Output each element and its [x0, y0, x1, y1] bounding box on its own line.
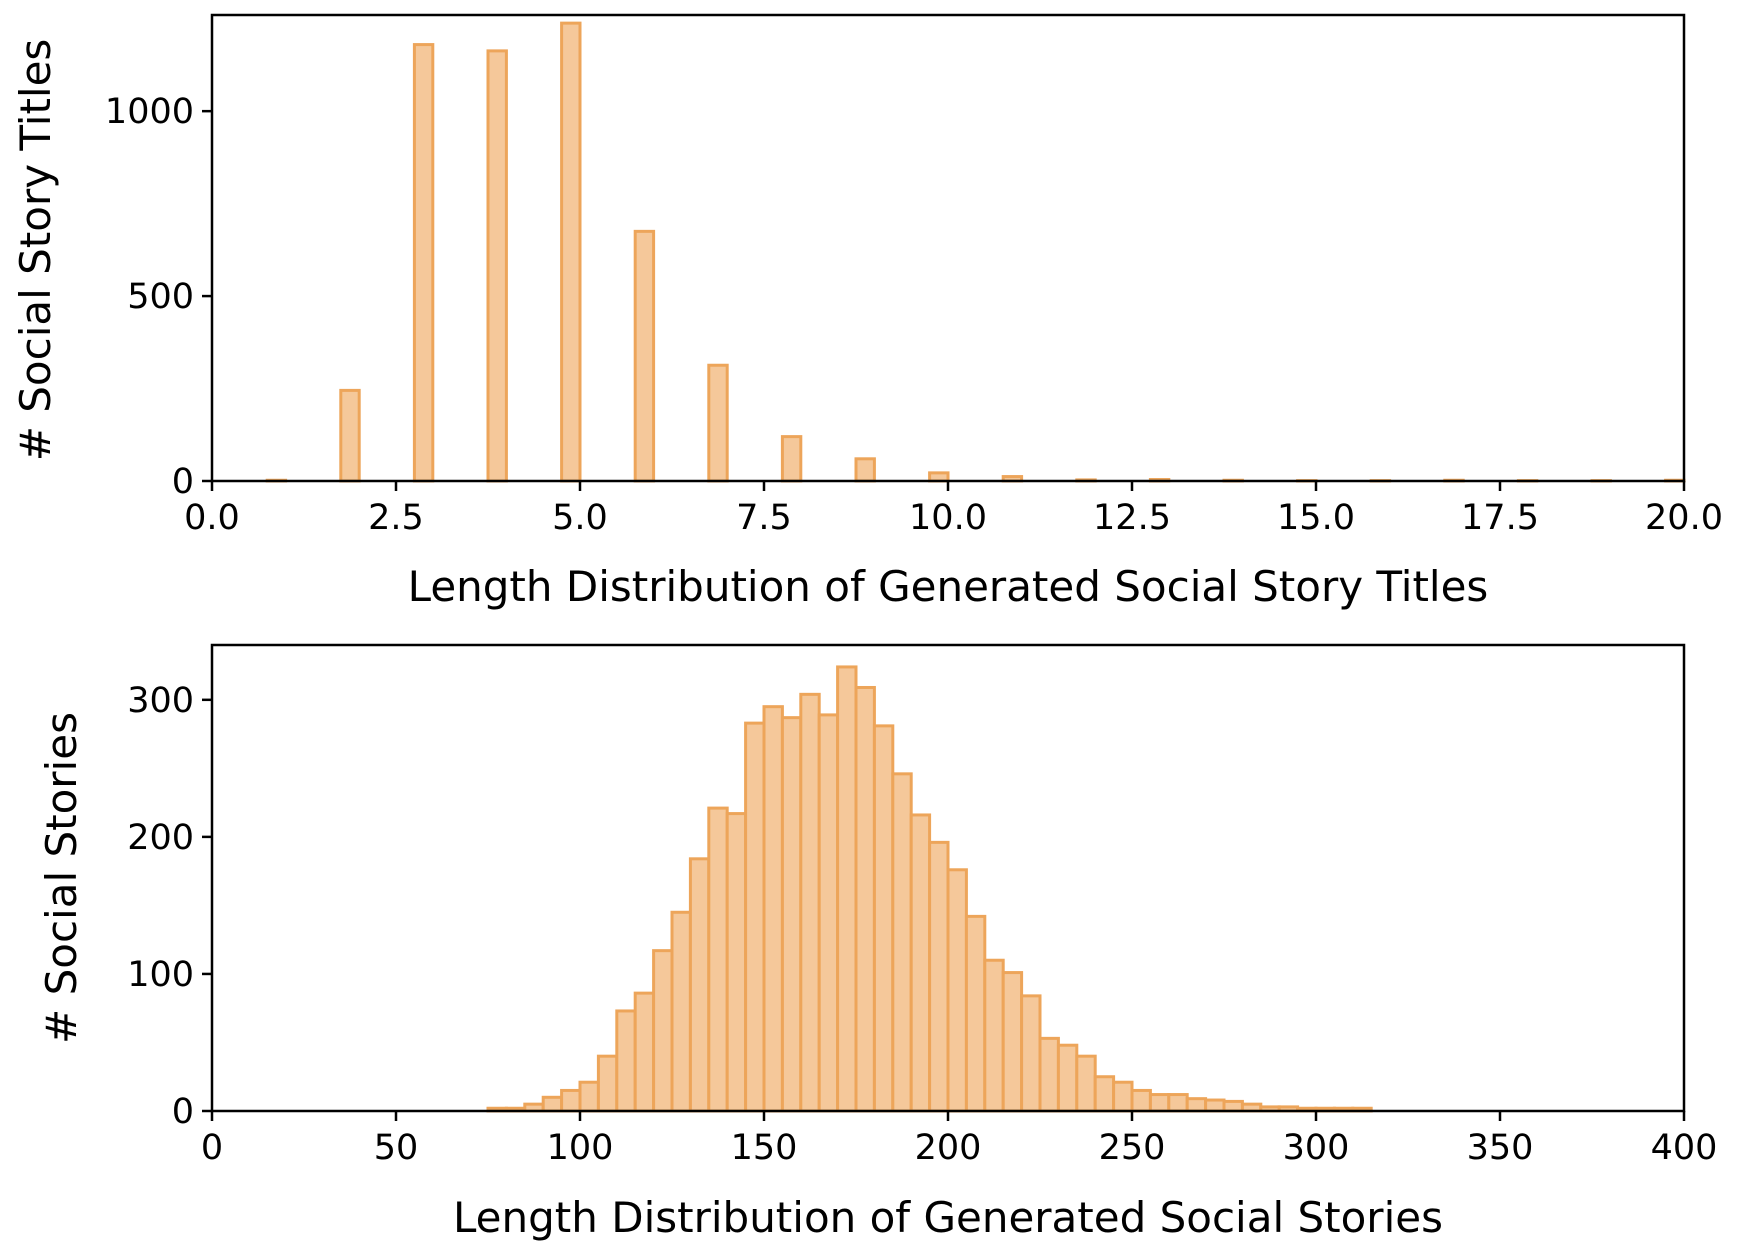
- histogram-bar: [578, 1080, 600, 1113]
- histogram-bar: [1038, 1036, 1060, 1113]
- histogram-bar: [928, 840, 950, 1113]
- x-tick-label: 15.0: [1277, 498, 1355, 538]
- histogram-bar: [541, 1095, 564, 1113]
- y-tick-label: 1000: [105, 92, 194, 132]
- histogram-bar: [1130, 1088, 1152, 1113]
- histogram-bar: [707, 363, 729, 483]
- histogram-bar: [1075, 1054, 1097, 1113]
- histogram-bar: [725, 812, 748, 1113]
- x-tick-label: 100: [547, 1128, 614, 1168]
- histogram-bar: [780, 716, 803, 1113]
- x-tick-label: 50: [374, 1128, 419, 1168]
- x-tick-label: 0.0: [184, 498, 240, 538]
- y-axis-label: # Social Story Titles: [11, 39, 60, 462]
- histogram-bar: [615, 1009, 637, 1113]
- histogram-bar: [1204, 1098, 1226, 1113]
- x-tick-label: 7.5: [736, 498, 792, 538]
- y-tick-label: 300: [127, 681, 194, 721]
- x-tick-label: 5.0: [552, 498, 608, 538]
- story-length-histogram: 0 50 100 150 200 250 300 350 400 0 100 200 300 Leng…: [37, 643, 1718, 1242]
- x-axis-ticks: 0.0 2.5 5.0 7.5 10.0 12.5 15.0 17.5 20.0: [184, 481, 1723, 538]
- x-tick-label: 150: [731, 1128, 798, 1168]
- histogram-bar: [1222, 1099, 1244, 1113]
- x-tick-label: 200: [915, 1128, 982, 1168]
- y-axis-label: # Social Stories: [37, 712, 86, 1044]
- histogram-bar: [744, 721, 766, 1113]
- histogram-bar: [688, 857, 711, 1113]
- x-tick-label: 0: [201, 1128, 223, 1168]
- histogram-bar: [633, 229, 656, 483]
- histogram-bar: [652, 949, 674, 1113]
- histogram-bar: [670, 910, 692, 1113]
- y-tick-label: 100: [127, 955, 194, 995]
- histogram-bar: [799, 692, 821, 1113]
- x-axis-ticks: 0 50 100 150 200 250 300 350 400: [201, 1111, 1718, 1168]
- x-tick-label: 250: [1099, 1128, 1166, 1168]
- x-tick-label: 400: [1651, 1128, 1718, 1168]
- y-tick-label: 0: [172, 462, 194, 502]
- y-axis-ticks: 0 500 1000: [105, 92, 212, 502]
- histogram-bar: [1148, 1093, 1171, 1113]
- title-length-histogram: 0.0 2.5 5.0 7.5 10.0 12.5 15.0 17.5 20.0 0 500 100…: [11, 13, 1723, 611]
- x-tick-label: 20.0: [1645, 498, 1723, 538]
- histogram-bar: [1112, 1080, 1134, 1113]
- x-tick-label: 300: [1283, 1128, 1350, 1168]
- histogram-bar: [909, 813, 932, 1113]
- x-tick-label: 350: [1467, 1128, 1534, 1168]
- x-axis-label: Length Distribution of Generated Social …: [408, 562, 1489, 611]
- histogram-bar: [486, 49, 508, 483]
- histogram-bar: [854, 457, 876, 483]
- histogram-bar: [1167, 1093, 1189, 1113]
- histogram-bar: [872, 724, 895, 1113]
- histogram-bar: [854, 685, 876, 1113]
- histogram-bar: [707, 806, 729, 1113]
- histogram-bar: [633, 991, 656, 1113]
- histogram-bar: [560, 1088, 582, 1113]
- histogram-bar: [946, 868, 968, 1113]
- y-tick-label: 0: [172, 1092, 194, 1132]
- histogram-bar: [1056, 1043, 1079, 1113]
- x-axis-label: Length Distribution of Generated Social …: [453, 1193, 1443, 1242]
- histogram-bar: [817, 713, 840, 1113]
- histogram-bar: [780, 435, 803, 483]
- histogram-bar: [1020, 994, 1042, 1113]
- histogram-bar: [412, 43, 435, 483]
- histogram-bar: [836, 665, 858, 1113]
- y-tick-label: 200: [127, 818, 194, 858]
- histogram-bar: [891, 772, 913, 1113]
- histogram-bar: [596, 1054, 619, 1113]
- histogram-bar: [1185, 1097, 1208, 1113]
- histogram-bar: [560, 21, 582, 483]
- histogram-bar: [964, 914, 987, 1113]
- histogram-bar: [1093, 1075, 1116, 1113]
- histogram-bar: [762, 705, 784, 1113]
- histogram-bar: [983, 958, 1005, 1113]
- histogram-bars: [265, 21, 1686, 483]
- histogram-bar: [339, 388, 361, 483]
- histogram-bar: [1001, 971, 1024, 1113]
- x-tick-label: 2.5: [368, 498, 424, 538]
- y-tick-label: 500: [127, 277, 194, 317]
- histogram-bars: [486, 665, 1373, 1113]
- y-axis-ticks: 0 100 200 300: [127, 681, 212, 1132]
- x-tick-label: 10.0: [909, 498, 987, 538]
- x-tick-label: 17.5: [1461, 498, 1539, 538]
- x-tick-label: 12.5: [1093, 498, 1171, 538]
